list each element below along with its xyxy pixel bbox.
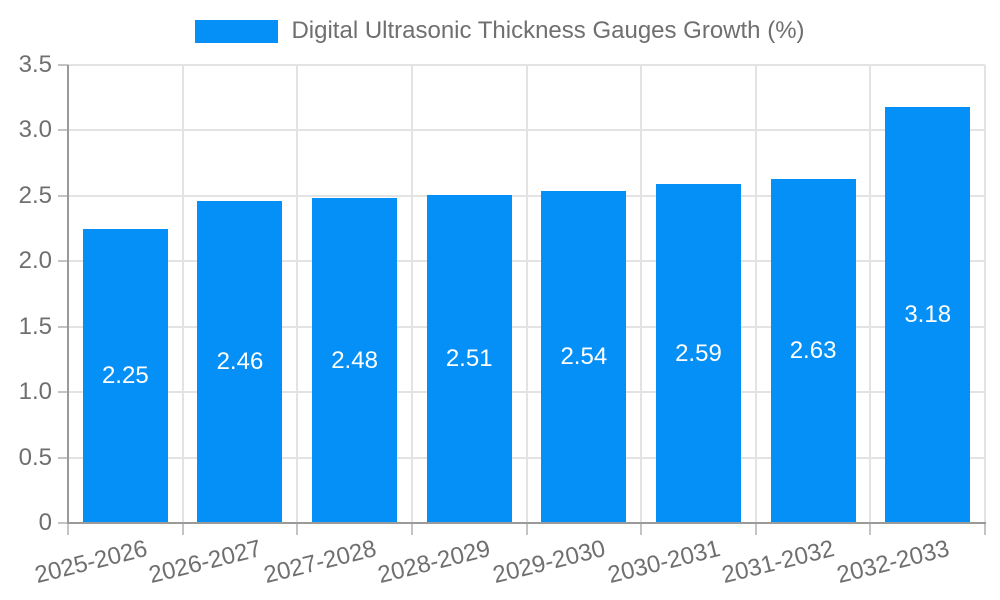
x-tick-label: 2028-2029 [375, 535, 494, 589]
y-tick-mark [58, 260, 68, 263]
bar-value-label: 2.46 [216, 348, 264, 376]
y-tick-label: 1.0 [18, 378, 52, 406]
y-tick-mark [58, 64, 68, 66]
x-tick-label: 2030-2031 [604, 535, 723, 589]
y-tick-label: 3.5 [18, 51, 52, 78]
x-tick-mark [67, 523, 69, 535]
x-gridline [410, 65, 413, 523]
bar-value-label: 2.63 [789, 336, 837, 364]
x-gridline [754, 65, 757, 523]
y-tick-mark [58, 325, 68, 328]
y-tick-label: 2.0 [18, 247, 52, 275]
y-tick-label: 1.5 [18, 312, 52, 340]
bar-value-label: 2.54 [560, 342, 608, 370]
y-axis-line [67, 65, 69, 523]
bar[interactable]: 2.54 [541, 190, 627, 523]
bar-value-label: 2.48 [331, 346, 378, 374]
x-gridline [525, 65, 528, 523]
x-gridline [181, 65, 184, 523]
bar-value-label: 2.59 [675, 339, 722, 367]
y-tick-mark [58, 391, 68, 394]
bar-value-label: 2.51 [445, 344, 493, 372]
bar[interactable]: 2.63 [770, 178, 856, 523]
y-tick-label: 0.5 [18, 443, 52, 471]
x-tick-mark [296, 523, 299, 535]
bar[interactable]: 2.48 [312, 198, 398, 523]
x-tick-label: 2032-2033 [834, 535, 952, 589]
x-tick-mark [181, 523, 184, 535]
x-tick-label: 2031-2032 [719, 535, 838, 589]
bar[interactable]: 3.18 [885, 106, 971, 523]
x-tick-mark [410, 523, 413, 535]
bar[interactable]: 2.25 [82, 228, 168, 523]
y-tick-label: 0 [38, 509, 52, 536]
bar-value-label: 2.25 [101, 361, 149, 389]
bar[interactable]: 2.59 [655, 184, 741, 523]
y-tick-mark [58, 456, 68, 459]
x-tick-label: 2026-2027 [146, 535, 265, 589]
legend-swatch [195, 19, 279, 43]
bar[interactable]: 2.51 [426, 194, 512, 523]
legend-label: Digital Ultrasonic Thickness Gauges Grow… [291, 17, 805, 44]
x-gridline [984, 65, 986, 523]
x-tick-mark [525, 523, 528, 535]
x-axis-line [67, 522, 986, 524]
x-tick-mark [754, 523, 757, 535]
y-tick-mark [58, 522, 68, 524]
chart-legend[interactable]: Digital Ultrasonic Thickness Gauges Grow… [0, 17, 1000, 45]
bar-value-label: 3.18 [904, 300, 952, 328]
y-tick-label: 3.0 [18, 116, 52, 144]
x-tick-label: 2027-2028 [260, 535, 379, 589]
y-tick-mark [58, 129, 68, 132]
y-tick-label: 2.5 [18, 181, 52, 209]
x-tick-label: 2025-2026 [31, 535, 150, 589]
x-gridline [296, 65, 299, 523]
x-tick-mark [984, 523, 986, 535]
y-tick-mark [58, 194, 68, 197]
bar[interactable]: 2.46 [197, 201, 283, 523]
x-tick-label: 2029-2030 [490, 535, 609, 589]
x-tick-mark [640, 523, 643, 535]
x-gridline [869, 65, 872, 523]
x-tick-mark [869, 523, 872, 535]
x-gridline [640, 65, 643, 523]
